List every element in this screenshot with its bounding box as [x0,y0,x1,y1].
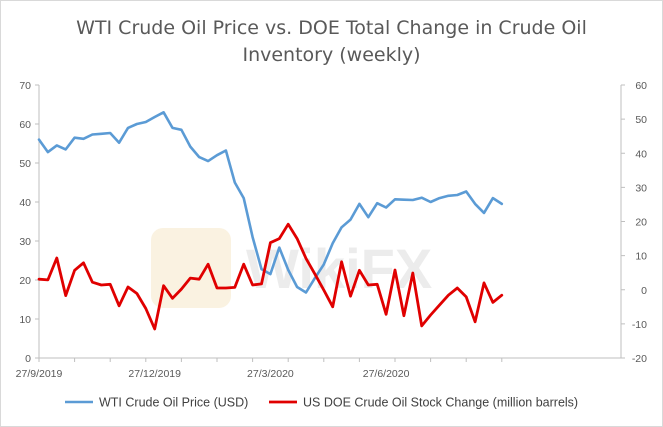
y-left-tick-label: 70 [19,80,31,92]
y-right-tick-label: 0 [641,285,647,297]
y-right-tick-label: 50 [635,114,647,126]
chart-title-line-1: WTI Crude Oil Price vs. DOE Total Change… [76,17,587,39]
y-right-tick-label: 40 [635,148,647,160]
y-right-tick-label: 60 [635,80,647,92]
legend-wti-price-label: WTI Crude Oil Price (USD) [99,396,248,410]
y-left-tick-label: 20 [19,275,31,287]
x-tick-label: 27/12/2019 [128,368,181,380]
y-left-tick-label: 10 [19,314,31,326]
legend-doe-stock-change-label: US DOE Crude Oil Stock Change (million b… [303,396,578,410]
chart-title-line-2: Inventory (weekly) [242,44,421,66]
y-right-tick-label: 10 [635,251,647,263]
x-tick-label: 27/6/2020 [363,368,410,380]
y-left-tick-label: 0 [25,353,31,365]
y-right-tick-label: -10 [632,319,647,331]
y-right-tick-label: 20 [635,217,647,229]
y-left-tick-label: 30 [19,236,31,248]
x-tick-label: 27/3/2020 [247,368,294,380]
watermark-logo-mark [151,228,231,308]
doe-stock-change-line [37,222,504,331]
y-left-tick-label: 50 [19,158,31,170]
wti-price-line [37,111,504,294]
y-right-tick-label: 30 [635,182,647,194]
y-left-tick-label: 60 [19,119,31,131]
chart-title: WTI Crude Oil Price vs. DOE Total Change… [1,15,662,69]
x-tick-label: 27/9/2019 [16,368,63,380]
y-right-tick-label: -20 [632,353,647,365]
y-left-tick-label: 40 [19,197,31,209]
